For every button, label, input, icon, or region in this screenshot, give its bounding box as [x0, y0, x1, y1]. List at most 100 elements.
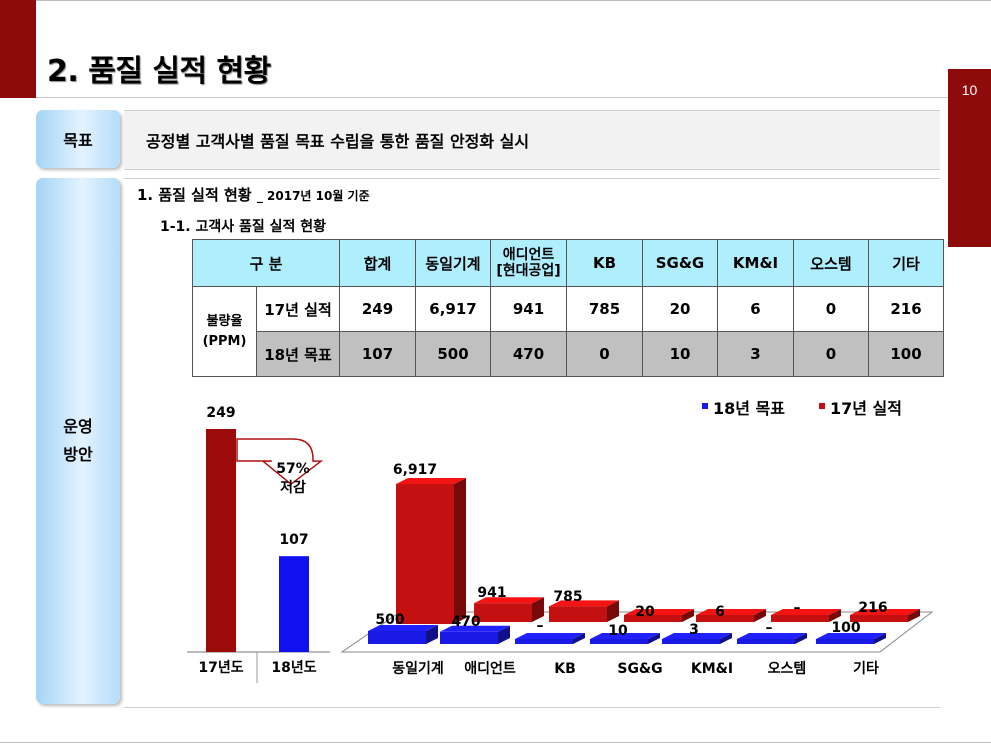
chart2-category-label: 오스템 [768, 660, 807, 677]
table-cell: 100 [868, 331, 944, 377]
chart2-blue-bar-top [368, 625, 438, 631]
section-title: 1. 품질 실적 현황 _ 2017년 10월 기준 [137, 184, 370, 205]
chart2-red-bar [396, 484, 454, 624]
chart2-blue-bar-side [720, 633, 732, 644]
chart2-blue-bar [737, 639, 795, 644]
ops-label-line2: 방안 [63, 445, 93, 464]
chart2-category-label: 기타 [853, 661, 879, 677]
chart2-red-bar-top [549, 600, 619, 607]
table-cell: 10 [642, 331, 718, 377]
table-header-cell: 합계 [339, 239, 416, 287]
table-header-cell: SG&G [642, 239, 718, 287]
chart2-red-bar-side [607, 600, 619, 622]
chart2-red-bar [474, 603, 532, 622]
table-header-row: 구 분 합계 동일기계 애디언트 [현대공업] KB SG&G KM&I 오스템 … [192, 239, 944, 287]
chart1-annotation: 57% [276, 461, 310, 477]
goal-label: 목표 [63, 131, 93, 150]
table-header-cell: KB [566, 239, 643, 287]
table-header-cell: KM&I [717, 239, 794, 287]
table-row: 18년 목표 107 500 470 0 10 3 0 100 [193, 331, 944, 377]
title-divider [36, 97, 991, 98]
row-group-line2: (PPM) [202, 333, 247, 349]
chart2-blue-bar-top [816, 633, 886, 639]
chart2-blue-value-label: 10 [608, 623, 628, 639]
chart2-red-bar-side [754, 609, 766, 622]
chart2-blue-bar [590, 639, 648, 644]
section-subtitle: _ 2017년 10월 기준 [256, 189, 370, 203]
chart2-category-label: KM&I [691, 661, 733, 677]
section-title-text: 1. 품질 실적 현황 [137, 186, 252, 204]
page-number: 10 [961, 82, 978, 98]
chart2-red-bar-top [624, 609, 694, 615]
ops-label-pill: 운영 방안 [36, 178, 120, 704]
chart2-blue-value-label: 3 [689, 622, 699, 638]
goal-text: 공정별 고객사별 품질 목표 수립을 통한 품질 안정화 실시 [146, 132, 530, 151]
chart2-blue-bar [662, 639, 720, 644]
chart2-red-bar-top [696, 609, 766, 615]
chart2-red-bar [850, 615, 908, 622]
chart2-red-bar [696, 615, 754, 622]
chart2-red-value-label: – [794, 600, 801, 616]
chart2-category-label: 애디언트 [464, 660, 516, 677]
chart1-category-label: 17년도 [198, 660, 243, 676]
chart2-blue-bar-top [440, 625, 510, 632]
chart2-red-bar-top [396, 478, 466, 484]
legend-label-18: 18년 목표 [713, 399, 785, 418]
chart2-red-bar-top [850, 609, 920, 615]
chart2-category-label: 동일기계 [392, 661, 444, 677]
chart2-blue-bar-top [737, 633, 807, 639]
chart2-blue-bar-side [426, 625, 438, 644]
table-header-cell: 동일기계 [415, 239, 491, 287]
chart2-blue-bar-top [590, 633, 660, 639]
chart2-red-value-label: 6 [715, 604, 725, 620]
chart2-blue-bar-top [662, 633, 732, 639]
table-cell: 216 [868, 286, 944, 332]
subsection-title: 1-1. 고객사 품질 실적 현황 [160, 219, 327, 235]
title-accent-bar [0, 0, 36, 98]
goal-label-pill: 목표 [36, 110, 120, 168]
chart1-value-label: 249 [206, 405, 235, 421]
chart2-red-value-label: 20 [635, 604, 655, 620]
chart2-red-bar-side [908, 609, 920, 622]
table-row: 불량율 (PPM) 17년 실적 249 6,917 941 785 20 6 0… [192, 286, 944, 377]
chart2-blue-bar [816, 639, 874, 644]
table-cell: 0 [793, 331, 869, 377]
chart2-blue-bar-side [498, 625, 510, 644]
chart2-blue-bar-top [515, 633, 585, 639]
chart2-red-bar-top [771, 609, 841, 615]
chart2-red-bar-side [532, 597, 544, 622]
chart2-red-bar-top [474, 597, 544, 604]
table-header-cell-text: 애디언트 [현대공업] [496, 247, 561, 279]
chart2-blue-bar-side [648, 633, 660, 644]
top-border [36, 0, 991, 1]
table-header-group: 구 분 [192, 239, 340, 287]
chart2-category-label: KB [554, 661, 576, 677]
chart2-blue-bar-side [874, 633, 886, 644]
chart2-red-value-label: 6,917 [393, 462, 437, 478]
row-group-line1: 불량율 [206, 313, 243, 329]
table-cell: 941 [490, 286, 567, 332]
chart2-red-value-label: 216 [858, 600, 887, 616]
chart2-blue-value-label: – [766, 620, 773, 636]
chart2-red-bar-side [454, 478, 466, 624]
table-cell: 6,917 [415, 286, 491, 332]
chart2-red-value-label: 941 [477, 585, 506, 601]
chart1-bar [279, 556, 309, 652]
chart2-red-bar [771, 615, 829, 622]
table-cell: 20 [642, 286, 718, 332]
table-cell: 0 [566, 331, 643, 377]
chart2-blue-value-label: 500 [375, 612, 404, 628]
table-header-cell: 애디언트 [현대공업] [490, 239, 567, 287]
table-header-cell: 오스템 [793, 239, 869, 287]
quality-table: 구 분 합계 동일기계 애디언트 [현대공업] KB SG&G KM&I 오스템 … [192, 239, 944, 377]
page-number-tab: 10 [948, 69, 991, 247]
table-header-cell: 기타 [868, 239, 944, 287]
chart1-reduction-arrow [236, 438, 324, 486]
table-cell: 470 [490, 331, 567, 377]
table-cell: 0 [793, 286, 869, 332]
chart2-blue-bar [368, 631, 426, 644]
table-cell: 3 [717, 331, 794, 377]
chart2-blue-bar-side [795, 633, 807, 644]
chart2-blue-bar-side [573, 633, 585, 644]
